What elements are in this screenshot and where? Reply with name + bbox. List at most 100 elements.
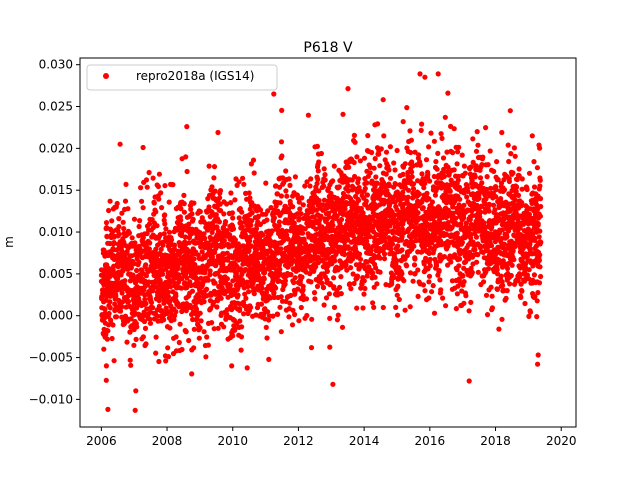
data-point [245,283,251,290]
data-point [128,264,134,271]
data-point [131,342,137,348]
data-point [163,358,169,364]
y-tick-label: −0.005 [29,351,73,365]
data-point [192,271,198,277]
data-point [455,149,461,155]
data-point [527,241,533,247]
data-point [338,274,344,280]
data-point [291,220,297,226]
data-point [332,258,338,264]
data-point [302,183,308,189]
data-point [105,328,111,334]
data-point [537,252,543,258]
data-point [321,302,327,308]
data-point [134,305,140,311]
data-point [261,311,267,317]
data-point [331,163,337,169]
data-point [228,200,234,206]
data-point [427,178,433,184]
data-point [465,208,471,214]
data-point [292,174,298,180]
data-point [518,294,524,300]
data-point [489,293,495,299]
data-point [269,228,275,234]
data-point [402,307,408,313]
data-point [211,299,217,305]
data-point [128,316,134,322]
data-point [147,240,153,246]
data-point [239,224,245,230]
data-point [444,149,450,155]
data-point [526,267,532,273]
data-point [238,334,245,340]
data-point [493,194,499,200]
data-point [166,199,172,205]
data-point [212,188,218,194]
data-point [242,291,248,297]
data-point [396,296,402,303]
data-point [537,264,543,270]
data-point [490,202,497,208]
data-point [346,245,352,251]
data-point [386,167,392,173]
data-point [212,280,218,286]
data-point [136,259,142,265]
data-point [165,289,171,295]
data-point [483,292,490,298]
data-point [461,215,467,221]
data-point [538,239,544,245]
data-point [133,388,139,394]
data-point [102,306,108,312]
data-point [315,176,321,182]
data-point [158,246,164,252]
data-point [153,209,159,215]
data-point [371,284,377,290]
data-point [217,188,224,194]
data-point [107,299,113,305]
data-point [504,265,511,272]
data-point [372,156,378,162]
data-point [354,273,361,279]
data-point [171,317,177,323]
data-point [258,301,265,307]
data-point [383,213,389,219]
data-point [113,314,120,320]
data-point [296,318,302,324]
x-tick-label: 2014 [349,434,380,448]
data-point [179,346,185,353]
data-point [377,163,383,169]
data-point [534,165,541,171]
data-point [137,218,143,224]
data-point [511,145,517,151]
data-point [375,121,381,127]
data-point [308,345,315,351]
data-point [337,244,343,250]
data-point [197,209,203,215]
data-point [295,286,301,292]
data-point [216,219,222,225]
data-point [221,324,227,330]
data-point [428,130,434,136]
data-point [188,305,194,311]
data-point [408,149,414,156]
data-point [243,295,249,301]
data-point [395,243,401,249]
data-point [517,274,523,280]
data-point [212,249,218,255]
data-point [479,162,485,168]
data-point [143,341,149,347]
data-point [335,312,341,318]
data-point [488,185,494,191]
data-point [426,144,432,150]
data-point [381,256,388,262]
data-point [388,246,394,252]
y-tick-label: −0.010 [29,392,73,406]
data-point [519,186,525,192]
data-point [266,266,273,272]
data-point [117,308,124,314]
data-point [377,269,383,275]
data-point [493,187,499,193]
data-point [480,154,486,160]
data-point [364,180,370,186]
data-point [368,247,374,253]
